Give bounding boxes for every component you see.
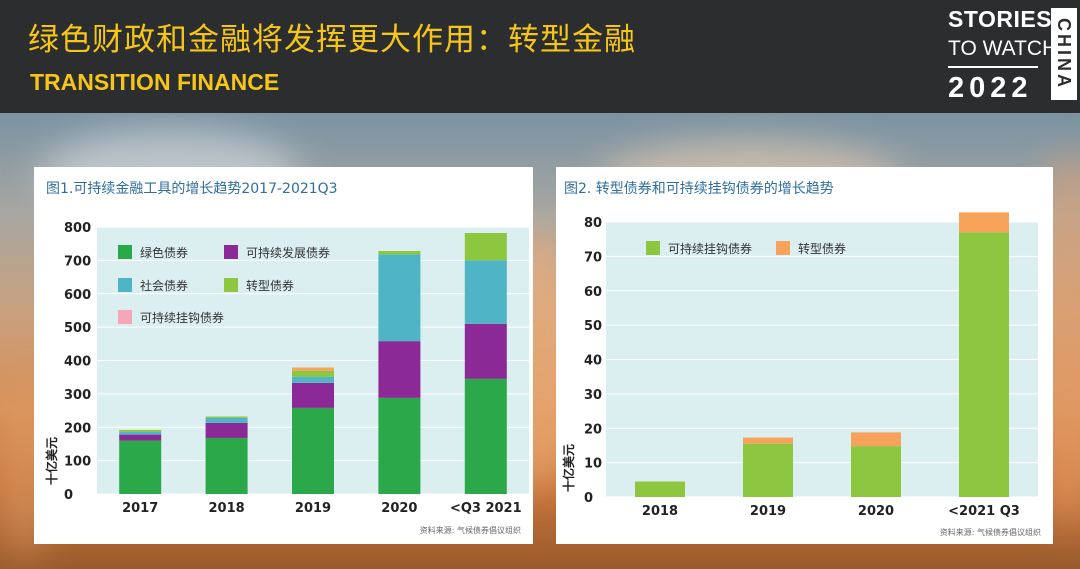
chart1-source: 资料来源: 气候债券倡议组织: [419, 526, 521, 535]
bar-segment: [464, 233, 507, 261]
bar-segment: [743, 443, 793, 497]
legend-swatch: [224, 278, 238, 292]
y-tick-label: 100: [64, 455, 91, 470]
bar-segment: [959, 232, 1009, 497]
bar-segment: [635, 481, 685, 497]
chart-panel-2: 图2. 转型债券和可持续挂钩债券的增长趋势 0 10 20 30 40 50 60 70 80 十…: [556, 167, 1053, 544]
y-tick-label: 20: [584, 422, 602, 437]
y-tick-label: 400: [64, 355, 91, 370]
bar-segment: [292, 370, 334, 377]
bar-segment: [464, 260, 507, 324]
bar-segment: [292, 407, 334, 494]
bar-segment: [378, 397, 421, 494]
bar-segment: [464, 323, 507, 379]
y-tick-label: 30: [584, 388, 602, 403]
y-tick-label: 200: [64, 421, 91, 436]
brand-line2: TO WATCH: [948, 37, 1058, 60]
chart-panel-1: 图1.可持续金融工具的增长趋势2017-2021Q3 0 100 200 300 400…: [34, 167, 533, 544]
legend-label: 转型债券: [246, 278, 294, 293]
brand-year: 2022: [948, 72, 1033, 104]
bar-segment: [464, 378, 507, 494]
legend-swatch: [224, 245, 238, 259]
bar-segment: [292, 367, 334, 371]
page-title-en: TRANSITION FINANCE: [30, 69, 280, 95]
bar-segment: [119, 434, 162, 441]
legend-swatch: [118, 245, 132, 259]
y-axis-label: 十亿美元: [561, 444, 576, 492]
brand-logo: STORIES TO WATCH 2022 CHINA: [948, 6, 1078, 106]
brand-divider: [948, 66, 1038, 68]
y-tick-label: 80: [584, 216, 602, 231]
x-tick-label: 2017: [122, 501, 158, 516]
bar-segment: [292, 376, 334, 383]
x-tick-label: 2019: [750, 504, 786, 519]
bar-segment: [851, 432, 901, 447]
bar-segment: [851, 446, 901, 497]
y-tick-label: 500: [64, 321, 91, 336]
bar-segment: [205, 416, 248, 418]
legend-swatch: [646, 241, 660, 255]
x-tick-label: <Q3 2021: [450, 501, 522, 516]
brand-line1: STORIES: [948, 6, 1053, 32]
legend-label: 社会债券: [140, 278, 188, 293]
y-tick-label: 700: [64, 254, 91, 269]
y-tick-label: 60: [584, 285, 602, 300]
bar-segment: [205, 422, 248, 438]
bar-segment: [959, 212, 1009, 233]
y-tick-label: 600: [64, 288, 91, 303]
x-tick-label: <2021 Q3: [948, 504, 1020, 519]
y-tick-label: 0: [584, 491, 593, 506]
bar-segment: [292, 382, 334, 408]
chart2-svg: 0 10 20 30 40 50 60 70 80 十亿美元 2018 2019 2020 <2021 Q…: [561, 212, 1038, 519]
chart1-title: 图1.可持续金融工具的增长趋势2017-2021Q3: [46, 181, 338, 197]
bar-segment: [378, 341, 421, 398]
y-axis-label: 十亿美元: [44, 437, 59, 485]
y-tick-label: 300: [64, 388, 91, 403]
bar-segment: [205, 437, 248, 494]
x-tick-label: 2018: [642, 504, 678, 519]
x-tick-label: 2020: [858, 504, 894, 519]
bar-segment: [378, 251, 421, 255]
legend-label: 可持续发展债券: [246, 245, 330, 260]
y-tick-label: 10: [584, 457, 602, 472]
y-tick-label: 40: [584, 354, 602, 369]
chart2-source: 资料来源: 气候债券倡议组织: [939, 528, 1041, 537]
legend-swatch: [776, 241, 790, 255]
legend-swatch: [118, 310, 132, 324]
x-tick-label: 2020: [381, 501, 417, 516]
bar-segment: [119, 429, 162, 432]
y-tick-label: 0: [64, 488, 73, 503]
bar-segment: [119, 440, 162, 494]
bar-segment: [119, 431, 162, 435]
brand-country-box: [1051, 8, 1077, 100]
legend-label: 可持续挂钩债券: [140, 310, 224, 325]
legend-label: 绿色债券: [140, 245, 188, 260]
y-tick-label: 50: [584, 319, 602, 334]
page-title-cn: 绿色财政和金融将发挥更大作用：转型金融: [28, 22, 636, 58]
header-bar: 绿色财政和金融将发挥更大作用：转型金融 TRANSITION FINANCE S…: [0, 0, 1080, 113]
bar-segment: [378, 254, 421, 342]
y-tick-label: 800: [64, 221, 91, 236]
bar-segment: [205, 417, 248, 423]
legend-swatch: [118, 278, 132, 292]
x-tick-label: 2018: [209, 501, 245, 516]
bar-segment: [743, 437, 793, 444]
brand-country: CHINA: [1054, 18, 1074, 90]
y-tick-label: 70: [584, 250, 602, 265]
chart1-svg: 0 100 200 300 400 500 600 700 800 十亿美元 2017 2018 201…: [44, 221, 529, 516]
chart2-title: 图2. 转型债券和可持续挂钩债券的增长趋势: [564, 181, 834, 197]
legend-label: 转型债券: [798, 241, 846, 256]
legend-label: 可持续挂钩债券: [668, 241, 752, 256]
x-tick-label: 2019: [295, 501, 331, 516]
